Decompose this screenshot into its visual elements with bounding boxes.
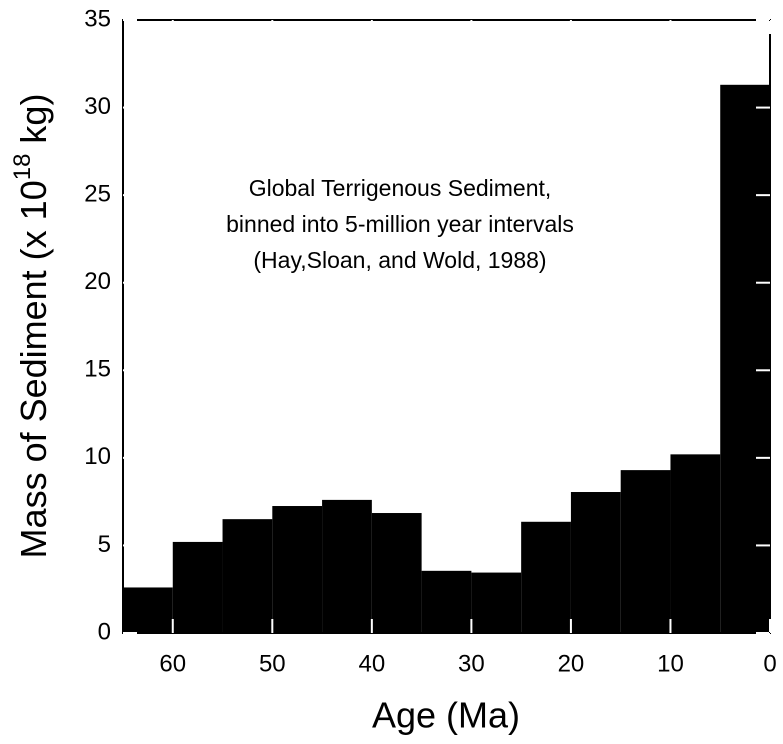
x-axis-label: Age (Ma) <box>372 695 520 736</box>
bar <box>421 570 472 633</box>
x-tick-label: 30 <box>458 650 485 677</box>
x-tick-label: 0 <box>763 650 776 677</box>
bar <box>471 572 522 633</box>
annotation: Global Terrigenous Sediment, binned into… <box>226 175 574 273</box>
x-tick-label: 50 <box>259 650 286 677</box>
annotation-line: (Hay,Sloan, and Wold, 1988) <box>253 247 546 273</box>
y-tick-label: 30 <box>84 93 111 120</box>
y-axis-label-part: kg) <box>13 94 54 144</box>
y-tick-label: 20 <box>84 268 111 295</box>
y-axis-label: Mass of Sediment (x 1018 kg) <box>9 94 53 559</box>
bar <box>322 499 372 633</box>
x-tick-label: 10 <box>657 650 684 677</box>
y-tick-label: 15 <box>84 356 111 383</box>
y-tick-label: 5 <box>98 531 111 558</box>
bar <box>272 506 323 633</box>
plot-frame <box>122 19 771 634</box>
x-tick-label: 20 <box>558 650 585 677</box>
y-tick-label: 25 <box>84 180 111 207</box>
bar <box>570 492 621 633</box>
bar <box>720 84 770 633</box>
y-tick-label: 0 <box>98 618 111 645</box>
annotation-line: Global Terrigenous Sediment, <box>249 175 552 201</box>
annotation-line: binned into 5-million year intervals <box>226 211 574 237</box>
x-tick-label: 60 <box>159 650 186 677</box>
y-tick-label: 35 <box>84 5 111 32</box>
bar <box>521 521 571 633</box>
bar <box>172 541 223 633</box>
bar <box>371 513 422 633</box>
bar <box>222 519 273 633</box>
y-tick-label: 10 <box>84 443 111 470</box>
bar <box>670 454 721 633</box>
bar <box>620 470 671 633</box>
bar <box>123 587 173 633</box>
x-tick-label: 40 <box>358 650 385 677</box>
y-axis-label-part: Mass of Sediment (x 10 <box>13 180 54 558</box>
y-axis-label-superscript: 18 <box>9 154 36 181</box>
